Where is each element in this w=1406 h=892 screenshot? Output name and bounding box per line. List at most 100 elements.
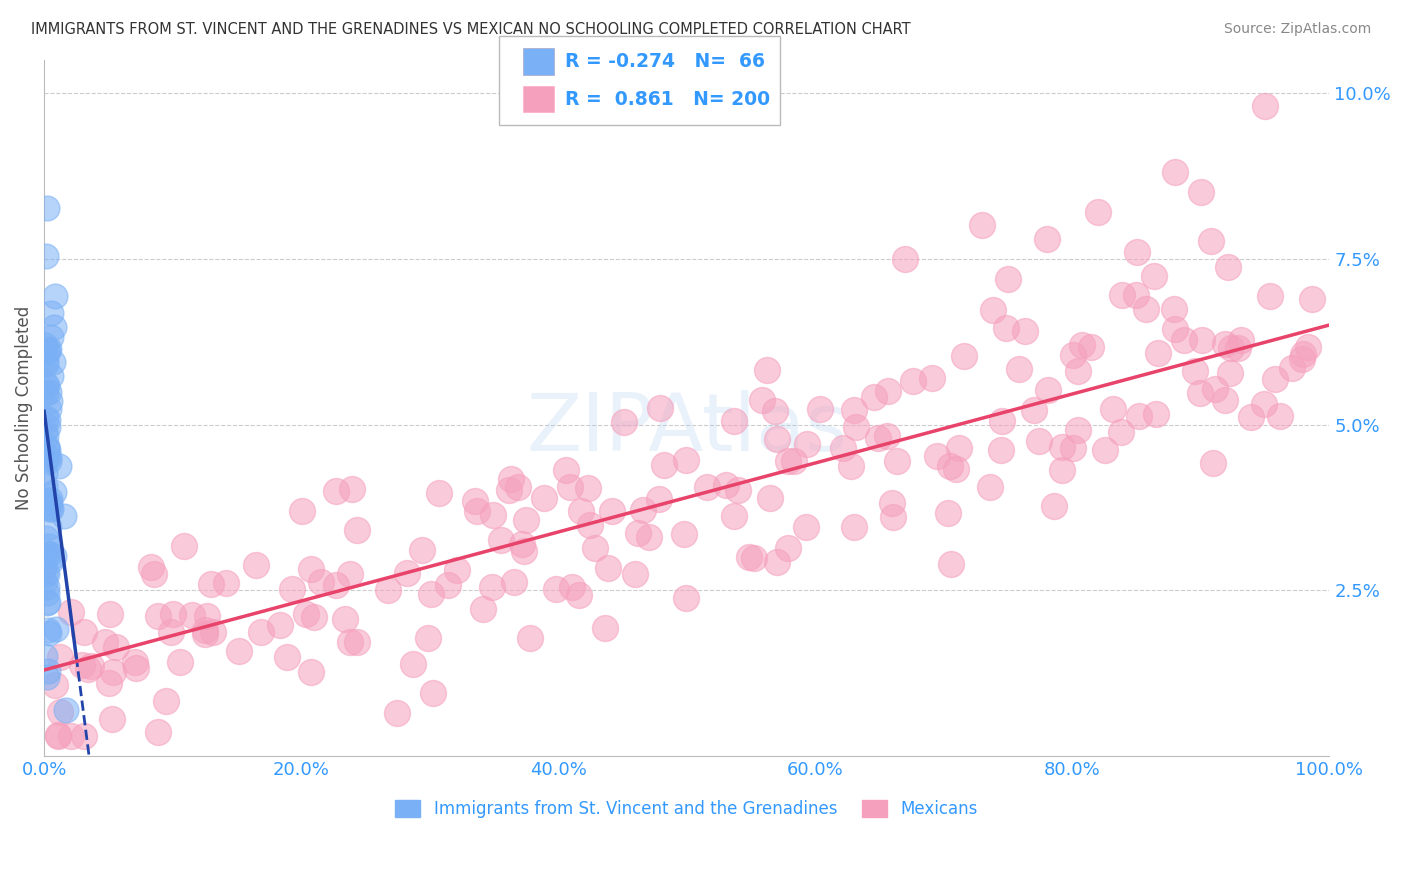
Text: IMMIGRANTS FROM ST. VINCENT AND THE GRENADINES VS MEXICAN NO SCHOOLING COMPLETED: IMMIGRANTS FROM ST. VINCENT AND THE GREN… xyxy=(31,22,911,37)
Point xyxy=(35,354,58,368)
Point xyxy=(35,565,58,579)
Point xyxy=(876,428,898,442)
Point xyxy=(39,306,62,320)
Point xyxy=(776,541,799,556)
Point xyxy=(39,554,62,568)
Point xyxy=(46,730,69,744)
Point xyxy=(1173,334,1195,348)
Point xyxy=(1094,442,1116,457)
Point xyxy=(1202,456,1225,470)
Point xyxy=(48,458,70,473)
Point xyxy=(1163,322,1185,336)
Point xyxy=(101,665,124,679)
Point xyxy=(561,580,583,594)
Point xyxy=(427,486,450,500)
Point xyxy=(506,480,529,494)
Point xyxy=(1062,442,1084,456)
Point xyxy=(302,610,325,624)
Point xyxy=(1147,346,1170,360)
Point xyxy=(1291,347,1313,361)
Point xyxy=(1291,352,1313,367)
Point xyxy=(416,631,439,645)
Point xyxy=(738,549,761,564)
Point xyxy=(155,694,177,708)
Point xyxy=(42,355,65,369)
Point xyxy=(60,605,83,619)
Point xyxy=(139,560,162,574)
Text: Source: ZipAtlas.com: Source: ZipAtlas.com xyxy=(1223,22,1371,37)
Point xyxy=(39,502,62,516)
Point xyxy=(420,587,443,601)
Point xyxy=(1050,463,1073,477)
Point xyxy=(921,370,943,384)
Point xyxy=(35,428,58,442)
Point xyxy=(1204,382,1226,396)
Point xyxy=(783,454,806,468)
Point xyxy=(1264,372,1286,386)
Point xyxy=(194,627,217,641)
Point xyxy=(1125,245,1147,260)
Point xyxy=(1028,434,1050,449)
Point xyxy=(1219,366,1241,380)
Point xyxy=(1189,385,1212,400)
Point xyxy=(301,562,323,576)
Point xyxy=(35,670,58,684)
Point xyxy=(1164,165,1187,179)
Point xyxy=(766,555,789,569)
Point xyxy=(245,558,267,573)
Point xyxy=(46,728,69,742)
Point xyxy=(1240,410,1263,425)
Point xyxy=(763,404,786,418)
Point xyxy=(269,617,291,632)
Point xyxy=(411,543,433,558)
Point xyxy=(991,414,1014,428)
Point xyxy=(569,504,592,518)
Legend: Immigrants from St. Vincent and the Grenadines, Mexicans: Immigrants from St. Vincent and the Gren… xyxy=(389,793,984,824)
Point xyxy=(502,574,524,589)
Point xyxy=(744,551,766,566)
Point xyxy=(339,635,361,649)
Point xyxy=(228,644,250,658)
Point xyxy=(972,219,994,233)
Point xyxy=(1014,324,1036,338)
Point xyxy=(654,458,676,472)
Point xyxy=(38,450,60,465)
Point xyxy=(866,431,889,445)
Point xyxy=(876,384,898,398)
Point xyxy=(311,574,333,589)
Point xyxy=(333,612,356,626)
Point xyxy=(842,403,865,417)
Point xyxy=(162,607,184,621)
Point xyxy=(34,495,56,509)
Point xyxy=(402,657,425,672)
Point xyxy=(35,357,58,371)
Point xyxy=(94,635,117,649)
Point xyxy=(519,632,541,646)
Point xyxy=(1144,407,1167,421)
Point xyxy=(794,519,817,533)
Point xyxy=(472,602,495,616)
Point xyxy=(723,508,745,523)
Point xyxy=(901,375,924,389)
Point xyxy=(925,449,948,463)
Point xyxy=(325,578,347,592)
Point xyxy=(979,480,1001,494)
Point xyxy=(1163,302,1185,317)
Point xyxy=(1135,301,1157,316)
Point xyxy=(595,621,617,635)
Point xyxy=(100,607,122,621)
Point xyxy=(755,363,778,377)
Point xyxy=(215,575,238,590)
Point xyxy=(560,480,582,494)
Point xyxy=(37,664,59,678)
Point xyxy=(49,705,72,719)
Point xyxy=(194,624,217,638)
Point xyxy=(1254,99,1277,113)
Point xyxy=(546,582,568,597)
Point xyxy=(1024,402,1046,417)
Point xyxy=(464,494,486,508)
Point xyxy=(37,420,59,434)
Point xyxy=(39,547,62,561)
Point xyxy=(37,500,59,514)
Point xyxy=(533,491,555,505)
